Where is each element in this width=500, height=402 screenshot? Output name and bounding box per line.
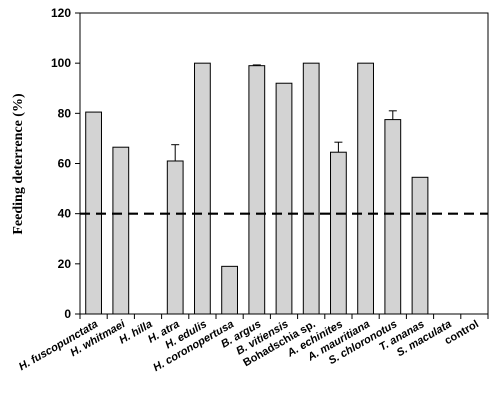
bar [275,82,293,315]
y-tick-label: 80 [58,106,72,120]
bar [194,62,211,315]
bar [112,146,130,315]
y-tick-label: 120 [51,6,71,20]
bar [248,65,266,315]
bar [411,176,429,315]
bar [166,160,184,315]
y-tick-label: 100 [51,56,71,70]
y-tick-label: 0 [64,307,71,321]
bar [357,62,374,315]
bar [221,265,238,315]
y-axis-title: Feeding deterrence (%) [11,93,26,235]
bar [330,151,347,315]
bar [384,119,402,315]
y-tick-label: 40 [58,207,72,221]
y-tick-label: 60 [58,157,72,171]
y-ticks-group: 0 20 40 60 80 100 120 [51,6,80,321]
bars-group [85,62,429,315]
y-tick-label: 20 [58,257,72,271]
error-bars-group [171,64,397,161]
bar [302,62,320,315]
